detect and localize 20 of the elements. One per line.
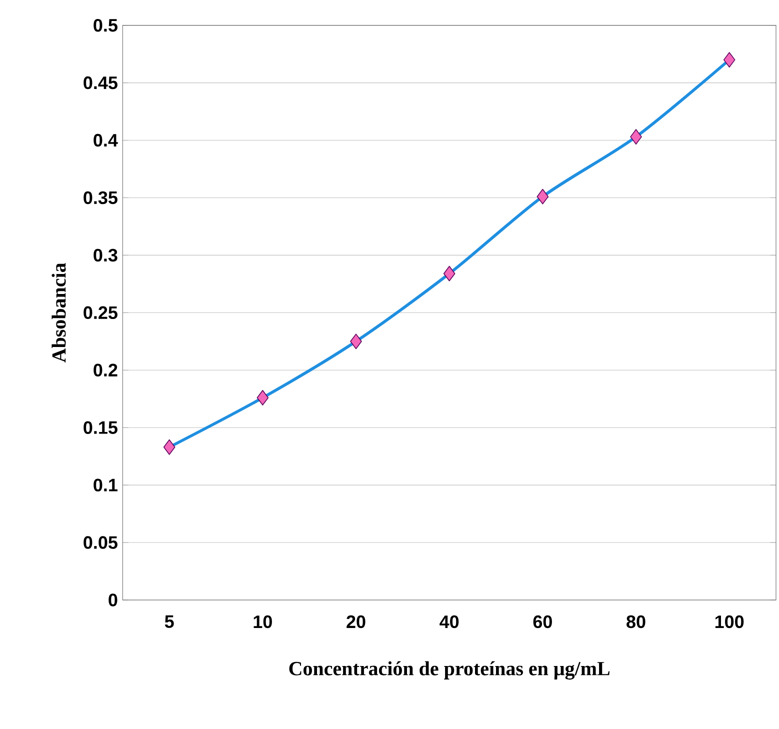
y-tick-label: 0.5: [94, 18, 118, 32]
y-tick-label: 0.35: [84, 191, 118, 204]
x-tick-label: 20: [346, 615, 366, 628]
x-tick-label: 40: [440, 615, 459, 628]
x-tick-label: 100: [715, 615, 744, 628]
x-tick-label: 60: [533, 615, 552, 628]
x-tick-label: 10: [254, 615, 272, 628]
y-tick-label: 0.3: [94, 248, 118, 262]
y-tick-label: 0.1: [94, 478, 118, 492]
x-axis-title: Concentración de proteínas en μg/mL: [289, 661, 610, 680]
y-tick-label: 0: [108, 594, 118, 606]
y-tick-label: 0.2: [94, 364, 118, 376]
y-tick-label: 0.05: [84, 536, 118, 549]
y-tick-label: 0.25: [84, 306, 118, 320]
y-tick-label: 0.4: [94, 134, 118, 147]
y-axis-title: Absobancia: [52, 262, 66, 362]
y-tick-label: 0.45: [84, 76, 118, 90]
y-tick-label: 0.15: [84, 421, 118, 434]
x-tick-label: 80: [626, 615, 646, 628]
x-tick-label: 5: [164, 615, 174, 628]
